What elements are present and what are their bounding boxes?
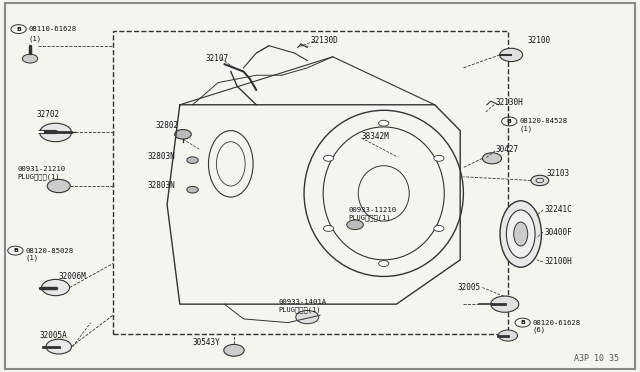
Text: PLUGプラグ(1): PLUGプラグ(1) <box>349 214 391 221</box>
Circle shape <box>175 129 191 139</box>
Circle shape <box>499 330 518 341</box>
Ellipse shape <box>506 210 535 258</box>
Circle shape <box>323 155 333 161</box>
Text: 00933-1401A: 00933-1401A <box>278 299 326 305</box>
Text: 32100: 32100 <box>527 36 550 45</box>
Text: 32006M: 32006M <box>59 272 86 281</box>
Text: 08110-61628: 08110-61628 <box>29 26 77 32</box>
Text: 32005A: 32005A <box>40 331 67 340</box>
Circle shape <box>379 120 389 126</box>
Text: 32241C: 32241C <box>544 205 572 215</box>
Text: 30427: 30427 <box>495 145 518 154</box>
Circle shape <box>224 344 244 356</box>
Text: 32803N: 32803N <box>148 152 176 161</box>
Text: 32803N: 32803N <box>148 182 176 190</box>
Text: 32103: 32103 <box>546 169 570 177</box>
Text: 32130H: 32130H <box>495 99 523 108</box>
Text: (1): (1) <box>26 255 39 261</box>
Circle shape <box>500 48 523 62</box>
Circle shape <box>47 179 70 193</box>
Text: PLUGプラグ(1): PLUGプラグ(1) <box>17 173 60 180</box>
Text: 08120-61628: 08120-61628 <box>533 320 581 326</box>
Circle shape <box>379 260 389 266</box>
Circle shape <box>42 279 70 296</box>
Ellipse shape <box>500 201 541 267</box>
Circle shape <box>22 54 38 63</box>
Text: PLUGプラグ(1): PLUGプラグ(1) <box>278 307 321 313</box>
Text: (6): (6) <box>533 327 546 333</box>
Text: 32107: 32107 <box>205 54 228 63</box>
Text: (1): (1) <box>520 125 532 132</box>
Text: 00931-21210: 00931-21210 <box>17 166 65 172</box>
Text: A3P 10 35: A3P 10 35 <box>575 354 620 363</box>
Text: 32130D: 32130D <box>310 36 338 45</box>
Text: 00933-11210: 00933-11210 <box>349 207 397 213</box>
Ellipse shape <box>514 222 528 246</box>
Text: 08120-85028: 08120-85028 <box>26 248 74 254</box>
Text: B: B <box>507 119 512 124</box>
Text: (1): (1) <box>29 35 42 42</box>
Text: 32100H: 32100H <box>544 257 572 266</box>
Circle shape <box>434 155 444 161</box>
Text: B: B <box>520 320 525 325</box>
Circle shape <box>434 225 444 231</box>
Text: 08120-84528: 08120-84528 <box>520 118 568 124</box>
Circle shape <box>491 296 519 312</box>
Text: B: B <box>13 248 18 253</box>
Circle shape <box>187 186 198 193</box>
Text: B: B <box>16 26 21 32</box>
Circle shape <box>347 220 364 230</box>
Text: 30400F: 30400F <box>544 228 572 237</box>
Text: 32005: 32005 <box>457 283 480 292</box>
Circle shape <box>40 123 72 142</box>
Circle shape <box>483 153 502 164</box>
Circle shape <box>187 157 198 163</box>
Text: 38342M: 38342M <box>362 132 389 141</box>
Text: 32802: 32802 <box>156 121 179 129</box>
Circle shape <box>323 225 333 231</box>
Circle shape <box>531 175 548 186</box>
Circle shape <box>46 339 72 354</box>
Circle shape <box>296 310 319 324</box>
Text: 32702: 32702 <box>36 109 60 119</box>
Text: 30543Y: 30543Y <box>193 339 220 347</box>
